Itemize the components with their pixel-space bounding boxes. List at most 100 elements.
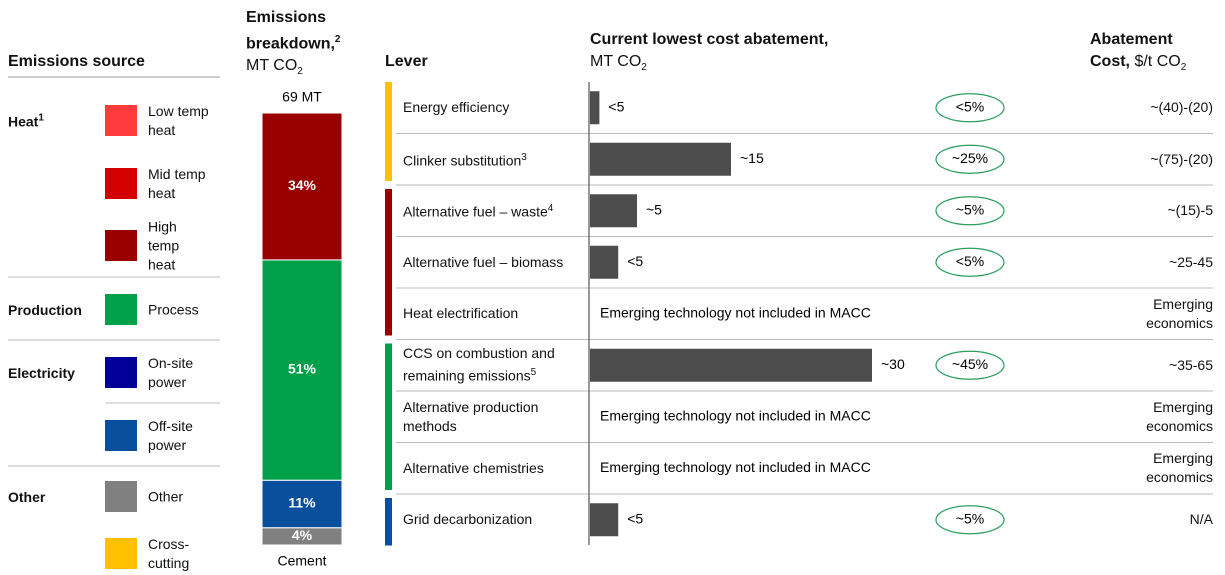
bar-label: ~15	[740, 150, 764, 166]
cost: Emerging economics	[1146, 450, 1213, 486]
share-oval	[935, 505, 1005, 535]
note: Emerging technology not included in MACC	[600, 459, 871, 475]
legend-label: On-site power	[148, 354, 194, 390]
lever-name: Alternative fuel – biomass	[403, 253, 564, 270]
legend-label: Low temp heat	[148, 102, 209, 138]
lever-name: Alternative fuel – waste	[403, 204, 548, 221]
lever-name: CCS on combustion and remaining emission…	[403, 345, 555, 385]
cost-cell: ~25-45	[1103, 237, 1213, 289]
group-name: Other	[8, 488, 46, 505]
legend-swatch	[105, 420, 137, 451]
share-oval	[935, 196, 1005, 226]
cost: ~(40)-(20)	[1150, 99, 1213, 116]
bar-label: ~5	[646, 201, 662, 217]
bar	[590, 245, 619, 279]
cost: Emerging economics	[1146, 398, 1213, 434]
cost-cell: ~(15)-5	[1103, 185, 1213, 237]
legend-swatch	[105, 481, 137, 512]
note: Emerging technology not included in MACC	[600, 304, 871, 320]
lever-name: Alternative production methods	[403, 398, 539, 434]
bar-label: <5	[627, 510, 643, 526]
lever-label: Clinker substitution3	[403, 148, 527, 171]
title: Current lowest cost abatement,	[590, 31, 829, 48]
note: Emerging technology not included in MACC	[600, 407, 871, 423]
cost: ~(15)-5	[1167, 202, 1213, 219]
unit: $/t CO2	[1134, 53, 1186, 73]
bar-label: ~30	[881, 356, 905, 372]
lever-header: Lever	[385, 53, 428, 70]
share-oval	[935, 144, 1005, 174]
cost-header: Abatement Cost, $/t CO2	[1090, 29, 1202, 79]
unit: MT CO2	[246, 55, 386, 83]
legend-label: High temp heat	[148, 218, 180, 272]
stack-segment	[261, 112, 343, 261]
group-strip	[385, 288, 392, 336]
unit-sub: 2	[641, 62, 647, 74]
title-line: Emissions	[246, 7, 386, 29]
cost: ~35-65	[1169, 356, 1213, 373]
group-label: Electricity	[8, 365, 75, 381]
cost-cell: ~(75)-(20)	[1103, 134, 1213, 186]
title: Emissions	[246, 9, 327, 26]
cost: Emerging economics	[1146, 295, 1213, 331]
lever-label: Alternative production methods	[403, 398, 585, 436]
legend-label: Process	[148, 301, 199, 317]
share-oval	[935, 247, 1005, 277]
group-strip	[385, 189, 392, 237]
lever-cell: Alternative fuel – biomass	[403, 237, 585, 289]
lever-label: Energy efficiency	[403, 98, 509, 117]
group-strip	[385, 442, 392, 490]
cost-cell: Emerging economics	[1103, 443, 1213, 495]
footnote: 5	[530, 367, 537, 379]
stack-header: Emissions breakdown,2 MT CO2	[246, 7, 386, 84]
cost: N/A	[1189, 511, 1213, 528]
cost-cell: Emerging economics	[1103, 288, 1213, 340]
share-oval	[935, 93, 1005, 123]
legend-label: Other	[148, 488, 184, 504]
lever-name: Energy efficiency	[403, 99, 510, 116]
group-strip	[385, 82, 392, 134]
footnote: 2	[334, 34, 341, 45]
group-label: Heat1	[8, 112, 44, 129]
legend-label: Off-site power	[148, 417, 193, 453]
lever-label: Heat electrification	[403, 304, 518, 323]
title-line: breakdown,2	[246, 29, 386, 55]
lever-cell: Energy efficiency	[403, 82, 585, 134]
title: breakdown,	[246, 35, 335, 53]
group-strip	[385, 343, 392, 391]
legend-label: Mid temp heat	[148, 165, 206, 201]
lever-cell: Heat electrification	[403, 288, 585, 340]
bar	[590, 503, 619, 537]
lever-label: CCS on combustion and remaining emission…	[403, 344, 585, 386]
lever-label: Alternative fuel – biomass	[403, 253, 563, 272]
lever-label: Alternative fuel – waste4	[403, 199, 553, 222]
bar	[590, 142, 731, 176]
footnote: 4	[547, 203, 554, 215]
segment-label: 11%	[288, 495, 316, 511]
legend-swatch	[105, 168, 137, 199]
group-name: Production	[8, 301, 82, 318]
cost: ~25-45	[1169, 253, 1213, 270]
lever-cell: CCS on combustion and remaining emission…	[403, 340, 585, 392]
lever-name: Heat electrification	[403, 305, 519, 322]
lever-name: Alternative chemistries	[403, 459, 544, 476]
share-label: <5%	[956, 98, 984, 114]
lever-cell: Alternative fuel – waste4	[403, 185, 585, 237]
unit: MT CO2	[590, 51, 828, 79]
lever-cell: Alternative chemistries	[403, 443, 585, 495]
lever-label: Grid decarbonization	[403, 510, 532, 529]
cost-cell: ~(40)-(20)	[1103, 82, 1213, 134]
legend-swatch	[105, 294, 137, 325]
lever-name: Clinker substitution	[403, 152, 522, 169]
share-label: ~25%	[952, 150, 988, 166]
category-label: Cement	[277, 553, 326, 569]
legend-label: Cross-cutting	[148, 535, 190, 571]
share-oval	[935, 350, 1005, 380]
unit: MT CO	[590, 53, 642, 70]
segment-label: 51%	[288, 361, 317, 377]
lever-cell: Clinker substitution3	[403, 134, 585, 186]
unit-sub: 2	[297, 66, 303, 78]
share-label: <5%	[956, 253, 984, 269]
bar-label: <5	[608, 98, 624, 114]
share-label: ~5%	[956, 201, 984, 217]
